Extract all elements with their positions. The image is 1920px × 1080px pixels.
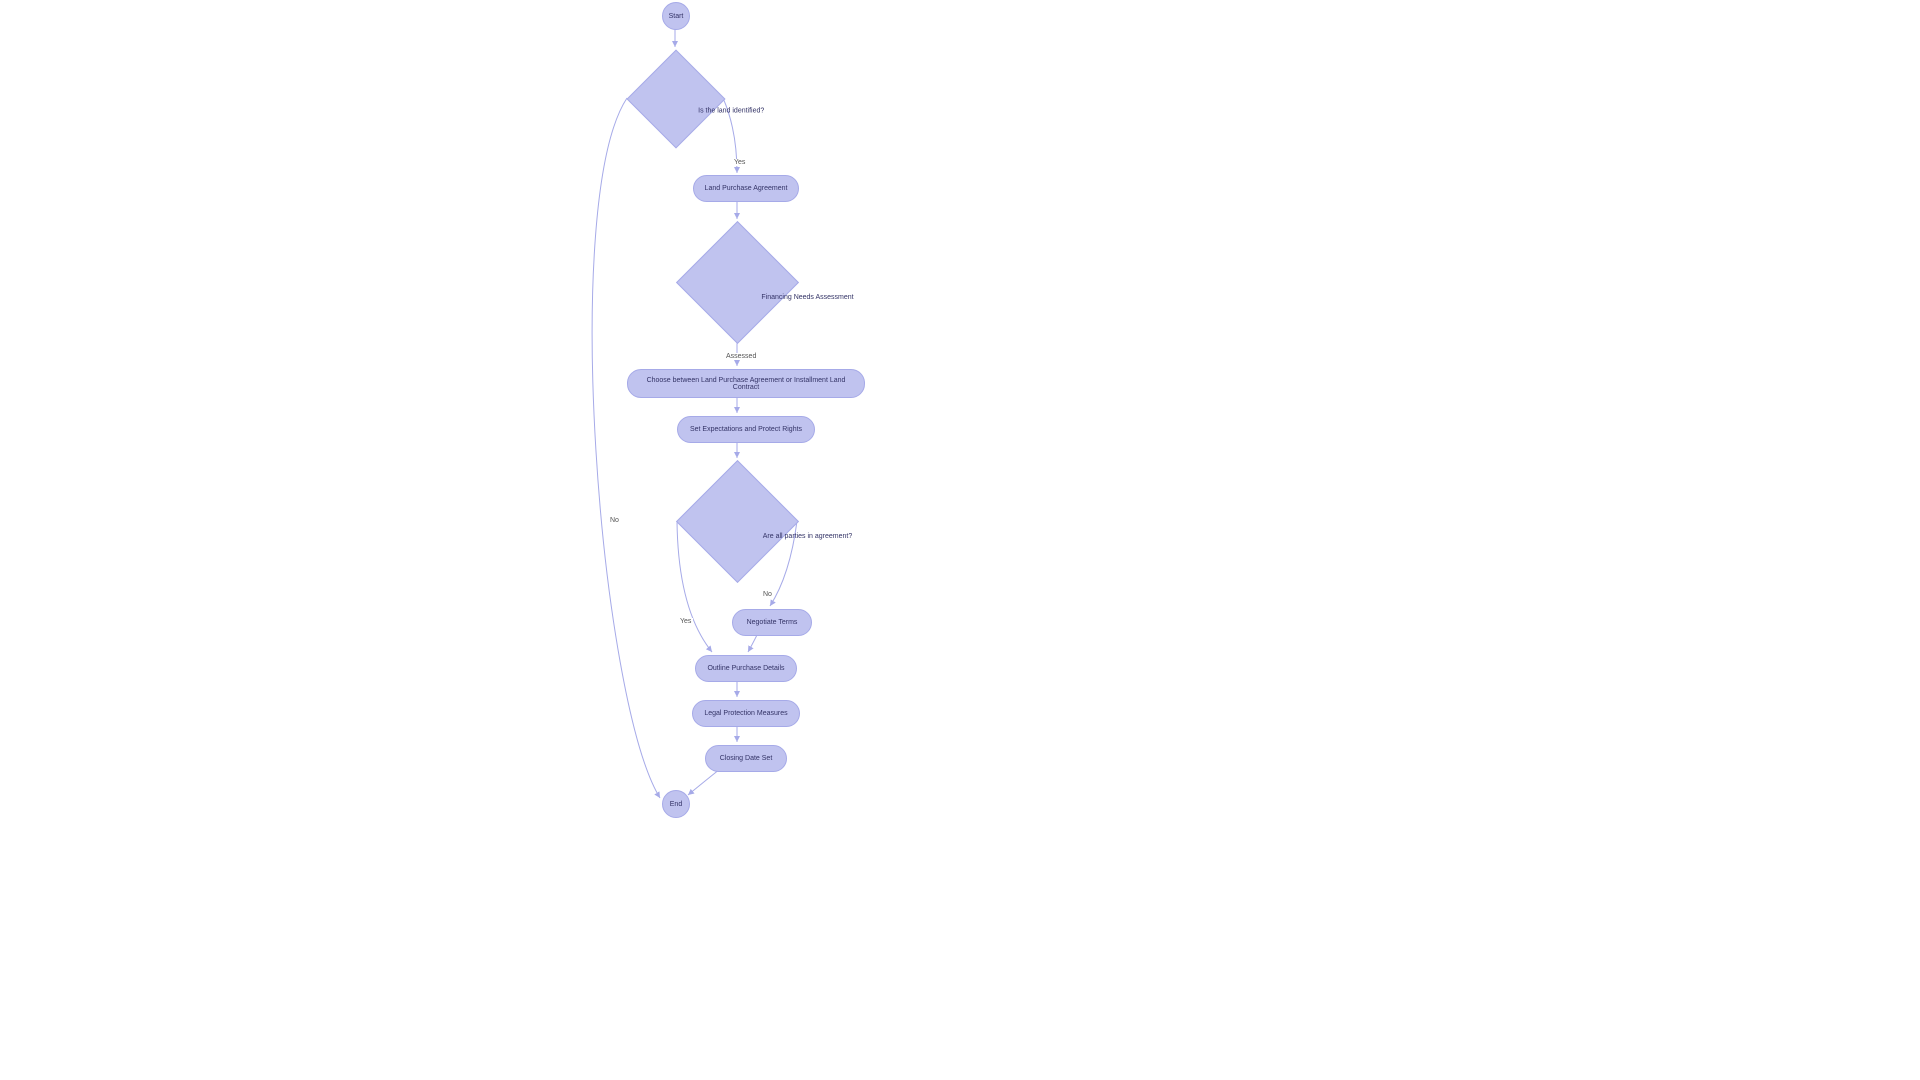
choose-agreement-node: Choose between Land Purchase Agreement o… bbox=[627, 369, 865, 398]
edge-label-yes1: Yes bbox=[732, 159, 747, 166]
start-node: Start bbox=[662, 2, 690, 30]
legal-protection-node: Legal Protection Measures bbox=[692, 700, 800, 727]
p6-label: Legal Protection Measures bbox=[704, 710, 787, 717]
edge-label-no2: No bbox=[761, 591, 774, 598]
negotiate-terms-node: Negotiate Terms bbox=[732, 609, 812, 636]
edge-label-no1: No bbox=[608, 517, 621, 524]
end-node: End bbox=[662, 790, 690, 818]
end-label: End bbox=[670, 801, 682, 808]
outline-details-node: Outline Purchase Details bbox=[695, 655, 797, 682]
p7-label: Closing Date Set bbox=[720, 755, 773, 762]
edge-label-assessed: Assessed bbox=[724, 353, 758, 360]
decision-parties-agree: Are all parties in agreement? bbox=[677, 461, 797, 581]
edge-label-yes2: Yes bbox=[678, 618, 693, 625]
flowchart-edges bbox=[0, 0, 1920, 1080]
decision-financing-needs: Financing Needs Assessment bbox=[677, 222, 797, 342]
d1-label: Is the land identified? bbox=[684, 108, 779, 115]
closing-date-node: Closing Date Set bbox=[705, 745, 787, 772]
p1-label: Land Purchase Agreement bbox=[705, 185, 788, 192]
start-label: Start bbox=[669, 13, 684, 20]
decision-land-identified: Is the land identified? bbox=[627, 50, 723, 146]
p5-label: Outline Purchase Details bbox=[707, 665, 784, 672]
p2-label: Choose between Land Purchase Agreement o… bbox=[636, 377, 856, 391]
p4-label: Negotiate Terms bbox=[747, 619, 798, 626]
set-expectations-node: Set Expectations and Protect Rights bbox=[677, 416, 815, 443]
land-purchase-agreement-node: Land Purchase Agreement bbox=[693, 175, 799, 202]
d3-label: Are all parties in agreement? bbox=[748, 532, 867, 539]
p3-label: Set Expectations and Protect Rights bbox=[690, 426, 802, 433]
d2-label: Financing Needs Assessment bbox=[748, 293, 867, 300]
